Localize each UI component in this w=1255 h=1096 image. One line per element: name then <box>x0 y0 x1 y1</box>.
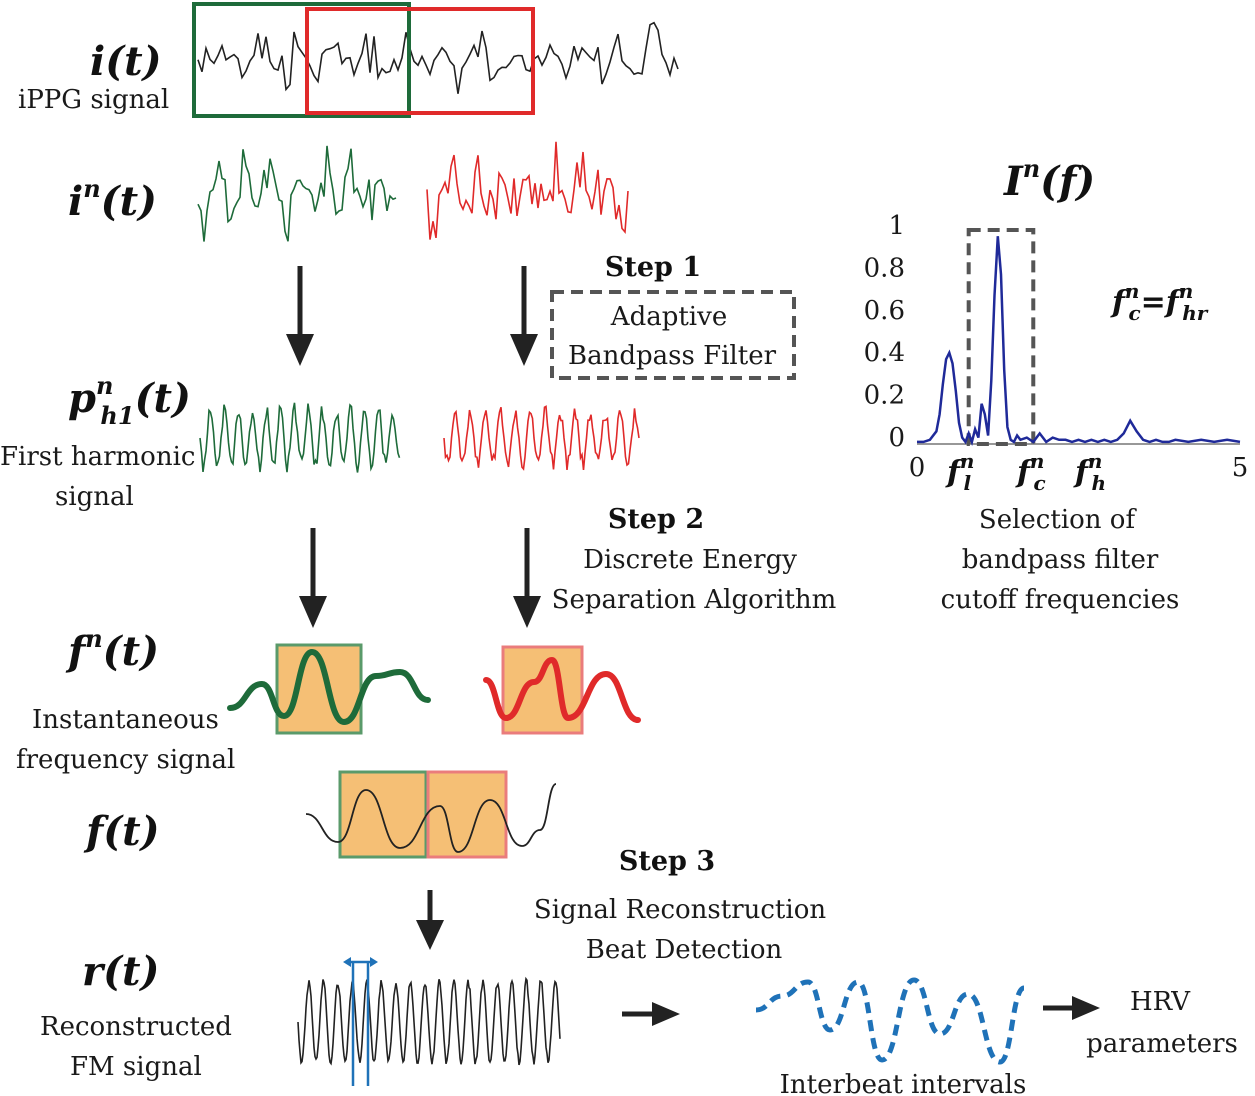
label-interbeat-intervals: Interbeat intervals <box>780 1070 1027 1096</box>
symbol-f-t: f(t) <box>83 808 160 855</box>
label-frequency-signal: frequency signal <box>16 745 235 775</box>
step1-line1: Adaptive <box>610 302 727 332</box>
step3-line2: Beat Detection <box>586 935 783 965</box>
in-signal-red <box>426 141 629 240</box>
step2-line2: Separation Algorithm <box>552 585 837 615</box>
spectrum-y-tick: 1 <box>888 211 905 241</box>
spectrum-series-line <box>917 236 1241 447</box>
symbol-In-f: In(f) <box>1003 154 1095 205</box>
step1-box <box>550 290 796 380</box>
combined-freq-trace <box>305 783 557 853</box>
svg-text:fnh: fn h <box>1073 449 1106 495</box>
symbol-r-t: r(t) <box>82 948 159 995</box>
svg-text:i(t): i(t) <box>90 38 162 85</box>
equation-fc-equals-fhr: fn c=fn hr <box>1110 279 1209 325</box>
svg-text:In(f): In(f) <box>1003 154 1095 205</box>
spectrum-x-tick: 5 <box>1232 453 1249 483</box>
label-first-harmonic: First harmonic <box>0 442 195 472</box>
svg-text:f(t): f(t) <box>83 808 160 855</box>
label-fm-signal: FM signal <box>70 1052 202 1082</box>
svg-text:fnc: fn c <box>1015 449 1046 495</box>
freq-label-fc: fn c <box>1015 449 1046 495</box>
freq-label-fl: fn l <box>945 449 974 495</box>
step3-title: Step 3 <box>619 846 715 877</box>
label-selection-of: Selection of <box>979 505 1138 535</box>
step2-title: Step 2 <box>608 504 704 535</box>
step3-line1: Signal Reconstruction <box>534 895 826 925</box>
harmonic-signal-red <box>443 405 640 471</box>
step1-title: Step 1 <box>605 252 701 283</box>
svg-text:r(t): r(t) <box>82 948 159 995</box>
arrow-down-right-1 <box>510 266 538 366</box>
in-signal-green <box>197 145 397 242</box>
label-hrv-parameters: parameters <box>1086 1029 1238 1059</box>
harmonic-signal-green <box>199 402 401 473</box>
reconstructed-fm-trace <box>297 976 561 1066</box>
label-ippg-signal: iPPG signal <box>18 85 169 115</box>
symbol-in-t: in(t) <box>68 174 157 225</box>
spectrum-y-ticks: 1 0.8 0.6 0.4 0.2 0 <box>864 211 905 453</box>
spectrum-y-tick: 0.4 <box>864 338 905 368</box>
spectrum-plot-area <box>917 230 1240 444</box>
label-hrv: HRV <box>1130 987 1191 1017</box>
ft-box-red <box>426 770 508 859</box>
spectrum-x-tick: 0 <box>909 453 926 483</box>
symbol-i-t: i(t) <box>90 38 162 85</box>
label-cutoff-frequencies: cutoff frequencies <box>941 585 1180 615</box>
arrow-right-1 <box>622 1002 680 1026</box>
spectrum-y-tick: 0.8 <box>864 253 905 283</box>
arrow-down-left-1 <box>286 266 314 366</box>
freq-label-fh: fn h <box>1073 449 1106 495</box>
arrow-down-3 <box>416 890 444 950</box>
window-red <box>305 7 535 115</box>
spectrum-y-tick: 0.2 <box>864 381 905 411</box>
label-bandpass-filter: bandpass filter <box>962 545 1159 575</box>
step1-line2: Bandpass Filter <box>568 341 777 371</box>
interbeat-intervals-trace <box>755 977 1026 1065</box>
inst-freq-red <box>483 656 641 723</box>
svg-text:in(t): in(t) <box>68 174 157 225</box>
ippg-signal-trace <box>197 21 679 94</box>
symbol-fn-t: fn(t) <box>65 624 159 675</box>
symbol-p-h1-t: pn h1(t) <box>68 371 191 430</box>
arrow-down-left-2 <box>299 528 327 628</box>
svg-text:fn(t): fn(t) <box>65 624 159 675</box>
beat-interval-marker <box>343 957 378 1086</box>
label-first-harmonic-signal: signal <box>55 482 134 512</box>
label-instantaneous: Instantaneous <box>32 705 219 735</box>
arrow-right-2 <box>1043 996 1100 1020</box>
spectrum-y-tick: 0 <box>888 423 905 453</box>
spectrum-band-box <box>966 228 1036 446</box>
svg-text:fnl: fn l <box>945 449 974 495</box>
spectrum-y-tick: 0.6 <box>864 296 905 326</box>
arrow-down-right-2 <box>513 528 541 628</box>
step2-line1: Discrete Energy <box>583 545 797 575</box>
window-green <box>192 2 411 118</box>
label-reconstructed: Reconstructed <box>40 1012 232 1042</box>
inst-freq-green <box>227 648 431 726</box>
